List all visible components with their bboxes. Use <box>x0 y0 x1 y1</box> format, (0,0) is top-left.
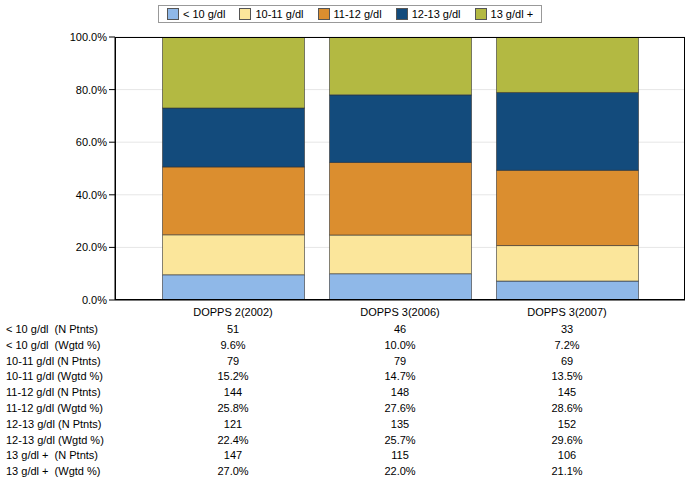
html-text:11-12 g/dl: 11-12 g/dl <box>333 8 382 20</box>
html-text:51: 51 <box>226 323 240 335</box>
html-text:147: 147 <box>223 449 243 462</box>
svg-text:DOPPS 2(2002): DOPPS 2(2002) <box>193 306 272 318</box>
html-text:11-12 g/dl (N Ptnts): 11-12 g/dl (N Ptnts) <box>6 386 101 399</box>
html-text:22.4%: 22.4% <box>217 433 249 446</box>
html-text:14.7%: 14.7% <box>384 370 416 383</box>
html-text:12-13 g/dl: 12-13 g/dl <box>411 8 461 20</box>
html-text:145: 145 <box>557 386 577 399</box>
html-text:10-11 g/dl (N Ptnts): 10-11 g/dl (N Ptnts) <box>6 354 101 367</box>
html-text:121: 121 <box>223 417 243 430</box>
html-text:115: 115 <box>391 449 409 462</box>
html-text:27.0%: 27.0% <box>217 465 249 478</box>
html-text:< 10 g/dl (N Ptnts): < 10 g/dl (N Ptnts) <box>6 323 98 335</box>
html-text:148: 148 <box>390 386 410 399</box>
html-text:10-11 g/dl: 10-11 g/dl <box>255 8 304 20</box>
html-text:25.8%: 25.8% <box>217 402 249 414</box>
svg-text:80.0%: 80.0% <box>76 84 107 96</box>
html-text:< 10 g/dl: < 10 g/dl <box>182 8 226 20</box>
html-text:79: 79 <box>393 354 407 367</box>
svg-text:20.0%: 20.0% <box>76 241 107 253</box>
html-text:13 g/dl +: 13 g/dl + <box>490 8 534 20</box>
html-text:21.1%: 21.1% <box>551 465 583 478</box>
html-text:13 g/dl + (N Ptnts): 13 g/dl + (N Ptnts) <box>6 449 98 462</box>
html-text:10-11 g/dl (Wgtd %): 10-11 g/dl (Wgtd %) <box>6 370 103 383</box>
html-text:< 10 g/dl (Wgtd %): < 10 g/dl (Wgtd %) <box>6 338 101 351</box>
html-text:7.2%: 7.2% <box>554 338 580 351</box>
html-text:13.5%: 13.5% <box>551 370 583 383</box>
svg-text:40.0%: 40.0% <box>76 189 107 201</box>
html-text:15.2%: 15.2% <box>217 370 249 383</box>
html-text:106: 106 <box>557 449 577 462</box>
html-text:11-12 g/dl (Wgtd %): 11-12 g/dl (Wgtd %) <box>6 402 103 414</box>
svg-text:DOPPS 3(2006): DOPPS 3(2006) <box>360 306 439 318</box>
html-text:28.6%: 28.6% <box>551 402 583 414</box>
html-text:79: 79 <box>226 354 240 367</box>
html-text:152: 152 <box>557 417 577 430</box>
html-text:13 g/dl + (Wgtd %): 13 g/dl + (Wgtd %) <box>6 465 101 478</box>
html-text:9.6%: 9.6% <box>220 338 246 351</box>
html-text:144: 144 <box>223 386 243 399</box>
html-text:12-13 g/dl (N Ptnts): 12-13 g/dl (N Ptnts) <box>6 417 102 430</box>
html-text:27.6%: 27.6% <box>384 402 416 414</box>
html-text:25.7%: 25.7% <box>384 433 416 446</box>
svg-text:100.0%: 100.0% <box>70 31 108 43</box>
html-text:29.6%: 29.6% <box>551 433 583 446</box>
svg-text:0.0%: 0.0% <box>82 294 107 306</box>
html-text:22.0%: 22.0% <box>384 465 416 478</box>
svg-text:60.0%: 60.0% <box>76 136 107 148</box>
html-text:12-13 g/dl (Wgtd %): 12-13 g/dl (Wgtd %) <box>6 433 104 446</box>
html-text:33: 33 <box>560 323 574 335</box>
html-text:46: 46 <box>393 323 407 335</box>
svg-text:DOPPS 3(2007): DOPPS 3(2007) <box>527 306 606 318</box>
html-text:10.0%: 10.0% <box>384 338 416 351</box>
html-text:69: 69 <box>560 354 574 367</box>
html-text:135: 135 <box>390 417 410 430</box>
